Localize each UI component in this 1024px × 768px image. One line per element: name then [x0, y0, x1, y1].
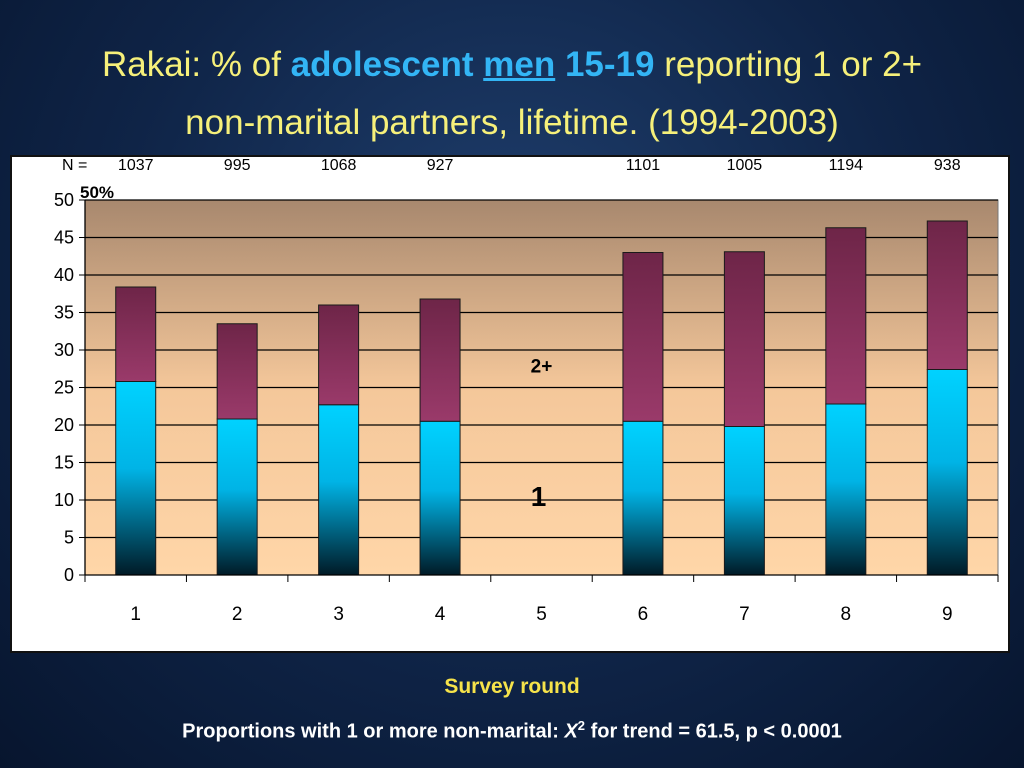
x-tick-label: 6 [638, 604, 649, 625]
bar-two-plus-partners [926, 220, 968, 370]
y-tick-label: 40 [54, 265, 74, 285]
n-value: 1101 [625, 157, 661, 174]
y-tick-label: 35 [54, 303, 74, 323]
x-tick-label: 8 [841, 604, 852, 625]
x-tick-label: 2 [232, 604, 243, 625]
y-tick-label: 45 [54, 228, 74, 248]
bar-one-partner [723, 426, 765, 576]
footnote-suffix: for trend = 61.5, p < 0.0001 [590, 720, 842, 743]
y-tick-label: 25 [54, 378, 74, 398]
bar-one-partner [216, 418, 258, 576]
y-tick-label: 5 [64, 528, 74, 548]
title-ages: 15-19 [564, 45, 655, 84]
title-adolescent: adolescent [290, 45, 474, 84]
title-part2: reporting 1 or 2+ [664, 45, 923, 84]
y-tick-label: 0 [64, 565, 74, 585]
n-value: 927 [426, 157, 454, 174]
bars [115, 220, 968, 576]
y-tick-label: 50 [54, 190, 74, 210]
bar-two-plus-partners [825, 227, 867, 405]
y-tick-label: 30 [54, 340, 74, 360]
n-value: 938 [933, 157, 961, 174]
n-value: 1037 [117, 157, 154, 174]
annotation-2plus: 2+ [531, 357, 553, 378]
x-tick-label: 4 [435, 604, 446, 625]
title-line-1: Rakai: % of adolescent men 15-19 reporti… [30, 36, 994, 94]
bar-one-partner [926, 369, 968, 576]
x-axis-label: Survey round [444, 675, 580, 698]
n-value: 995 [223, 157, 251, 174]
bar-two-plus-partners [622, 252, 664, 422]
bar-two-plus-partners [216, 323, 258, 420]
bar-one-partner [115, 381, 157, 576]
bar-two-plus-partners [723, 251, 765, 427]
n-label: N = [62, 157, 88, 174]
annotation-1: 1 [531, 481, 547, 512]
bar-one-partner [318, 404, 360, 576]
chart-panel: 0 5 10 15 20 25 30 35 40 45 50 1 2 3 4 5 6 7 8 9 50% 2+ 1 N… [10, 155, 1010, 653]
y-tick-label: 20 [54, 415, 74, 435]
x-tick-label: 5 [536, 604, 547, 625]
bar-two-plus-partners [115, 286, 157, 382]
x-tick-label: 1 [130, 604, 141, 625]
n-value: 1005 [726, 157, 763, 174]
max-label: 50% [80, 183, 114, 202]
footnote: Proportions with 1 or more non-marital: … [0, 718, 1024, 744]
bar-two-plus-partners [318, 304, 360, 406]
title-part1: Rakai: % of [101, 45, 281, 84]
title-men: men [483, 45, 556, 84]
footnote-symbol: X [564, 720, 578, 743]
n-value: 1194 [828, 157, 864, 174]
footnote-prefix: Proportions with 1 or more non-marital: [182, 720, 559, 743]
chart-title: Rakai: % of adolescent men 15-19 reporti… [30, 36, 994, 152]
y-tick-label: 10 [54, 490, 74, 510]
y-tick-label: 15 [54, 453, 74, 473]
x-tick-label: 9 [942, 604, 953, 625]
bar-one-partner [622, 420, 664, 576]
bar-two-plus-partners [419, 298, 461, 422]
x-tick-label: 7 [739, 604, 750, 625]
bar-one-partner [825, 403, 867, 576]
footnote-superscript: 2 [577, 718, 586, 733]
bar-one-partner [419, 420, 461, 576]
x-tick-label: 3 [333, 604, 344, 625]
n-value: 1068 [320, 157, 357, 174]
title-line-2: non-marital partners, lifetime. (1994-20… [185, 103, 839, 142]
